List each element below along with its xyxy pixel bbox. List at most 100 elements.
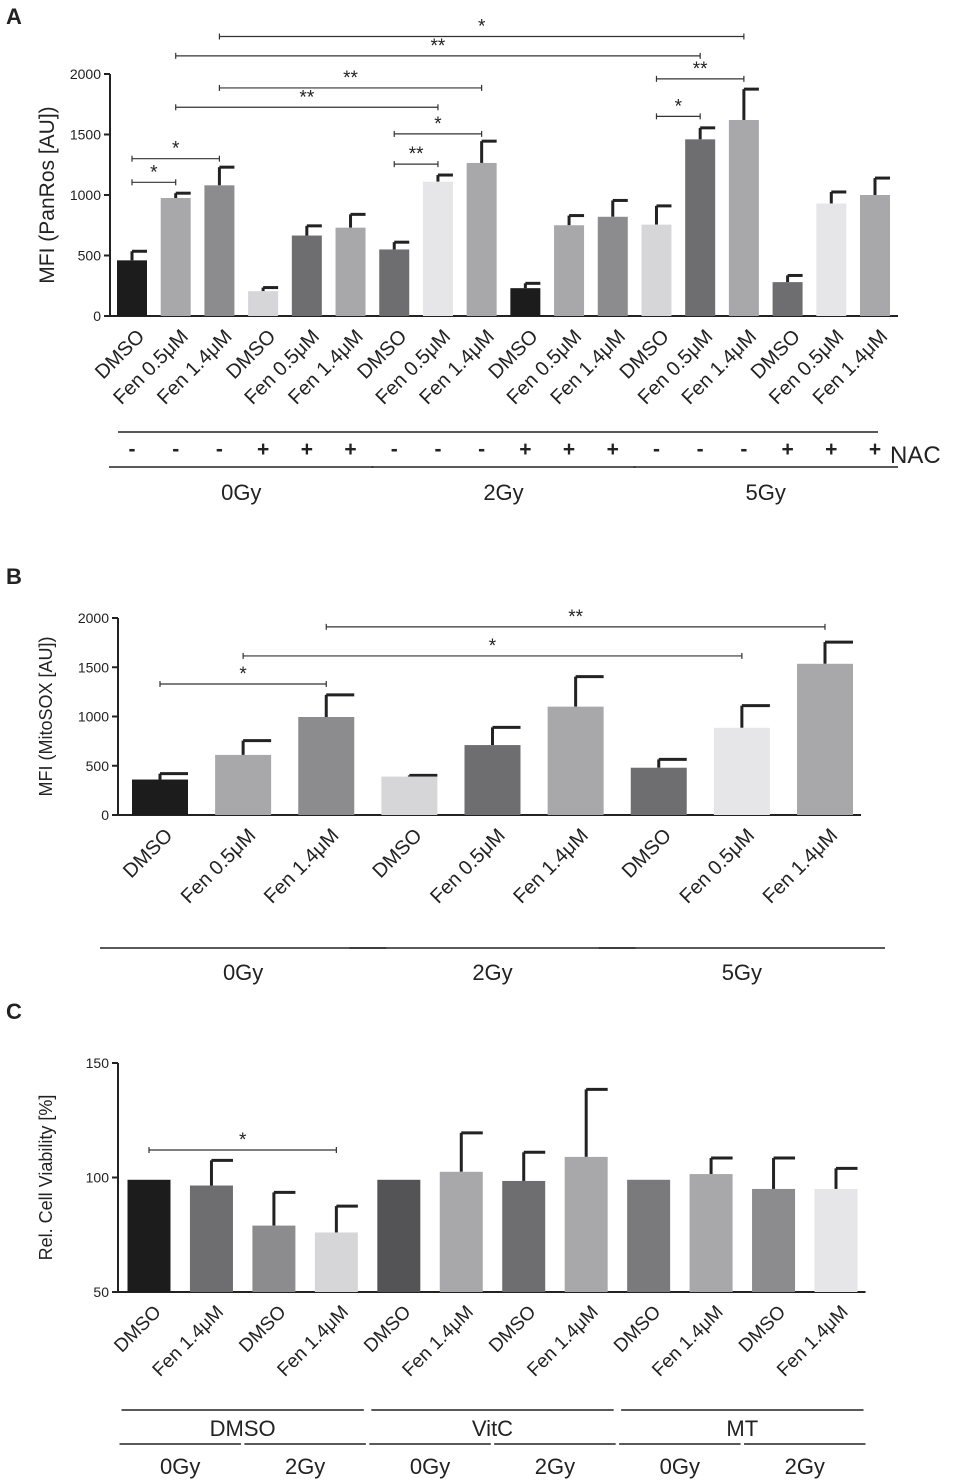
- significance-label: *: [172, 139, 180, 160]
- significance-label: *: [239, 1130, 247, 1151]
- subgroup-label: 2Gy: [285, 1454, 325, 1479]
- bar: [641, 224, 672, 316]
- bar: [502, 1180, 546, 1292]
- significance-label: **: [299, 87, 314, 108]
- bar: [689, 1174, 733, 1292]
- nac-sign: +: [344, 438, 356, 461]
- x-tick-label: Fen 1.4μM: [759, 825, 842, 908]
- bar: [627, 1179, 671, 1292]
- group-label: 0Gy: [221, 480, 261, 505]
- bar: [379, 249, 410, 316]
- significance-label: **: [431, 36, 446, 57]
- subgroup-label: 0Gy: [660, 1454, 700, 1479]
- bar: [189, 1185, 233, 1292]
- significance-label: *: [239, 664, 247, 685]
- nac-sign: -: [216, 438, 223, 461]
- y-tick-label: 1500: [70, 127, 101, 143]
- y-tick-label: 500: [78, 248, 102, 264]
- nac-sign: +: [519, 438, 531, 461]
- bar: [377, 1179, 421, 1292]
- x-tick-label: DMSO: [485, 1302, 540, 1357]
- bar: [132, 779, 188, 815]
- bar: [422, 181, 453, 316]
- y-axis-title: Rel. Cell Viability [%]: [36, 1095, 56, 1261]
- bar: [630, 767, 687, 815]
- nac-sign: -: [391, 438, 398, 461]
- nac-sign: +: [869, 438, 881, 461]
- group-label: 2Gy: [472, 960, 512, 985]
- nac-sign: -: [478, 438, 485, 461]
- panel-label-a: A: [6, 4, 22, 29]
- bar: [554, 225, 585, 316]
- bar: [713, 727, 770, 815]
- nac-sign: +: [781, 438, 793, 461]
- x-tick-label: DMSO: [119, 825, 177, 883]
- nac-sign: -: [172, 438, 179, 461]
- x-tick-label: Fen 1.4μM: [260, 825, 343, 908]
- bar: [816, 203, 847, 316]
- x-tick-label: Fen 0.5μM: [676, 825, 759, 908]
- x-tick-label: Fen 0.5μM: [177, 825, 260, 908]
- y-tick-label: 0: [93, 308, 101, 324]
- bar: [252, 1225, 296, 1292]
- significance-label: *: [434, 114, 442, 135]
- nac-sign: -: [434, 438, 441, 461]
- x-tick-label: DMSO: [610, 1302, 665, 1357]
- nac-sign: +: [257, 438, 269, 461]
- nac-sign: +: [825, 438, 837, 461]
- significance-label: *: [150, 162, 158, 183]
- bar: [160, 198, 191, 316]
- x-tick-label: DMSO: [735, 1302, 790, 1357]
- subgroup-label: 0Gy: [410, 1454, 450, 1479]
- bar: [314, 1232, 358, 1292]
- subgroup-label: 2Gy: [785, 1454, 825, 1479]
- nac-sign: +: [563, 438, 575, 461]
- bar: [439, 1171, 483, 1292]
- bar: [597, 216, 628, 316]
- x-tick-label: DMSO: [235, 1302, 290, 1357]
- bar: [335, 227, 366, 316]
- significance-label: *: [478, 16, 486, 37]
- nac-sign: -: [740, 438, 747, 461]
- group-label: VitC: [472, 1416, 513, 1441]
- bar: [860, 195, 890, 316]
- bar: [564, 1156, 608, 1292]
- bar: [728, 119, 759, 316]
- group-label: 5Gy: [746, 480, 786, 505]
- panel-label-c: C: [6, 999, 22, 1024]
- nac-sign: -: [653, 438, 660, 461]
- significance-label: *: [675, 96, 683, 117]
- bar: [204, 185, 235, 316]
- nac-sign: -: [129, 438, 136, 461]
- y-tick-label: 2000: [70, 66, 101, 82]
- bar: [291, 235, 322, 316]
- x-tick-label: Fen 1.4μM: [509, 825, 592, 908]
- y-axis-title: MFI (MitoSOX [AU]): [36, 636, 56, 796]
- group-label: DMSO: [210, 1416, 276, 1441]
- nac-sign: +: [607, 438, 619, 461]
- nac-sign: +: [301, 438, 313, 461]
- significance-label: **: [409, 144, 424, 165]
- bar: [381, 776, 438, 815]
- y-tick-label: 0: [101, 807, 109, 823]
- bar: [464, 745, 521, 815]
- significance-label: **: [343, 68, 358, 89]
- bar: [466, 162, 497, 316]
- group-label: 0Gy: [223, 960, 263, 985]
- panel-label-b: B: [6, 564, 22, 589]
- bar: [772, 282, 803, 316]
- y-tick-label: 500: [86, 758, 110, 774]
- significance-label: **: [568, 607, 583, 628]
- group-label: 5Gy: [722, 960, 762, 985]
- group-label: MT: [726, 1416, 758, 1441]
- y-tick-label: 100: [86, 1170, 110, 1186]
- y-tick-label: 1000: [78, 709, 109, 725]
- bar: [215, 754, 272, 815]
- bar: [510, 288, 541, 316]
- nac-label: NAC: [890, 442, 941, 469]
- x-tick-label: Fen 0.5μM: [426, 825, 509, 908]
- y-tick-label: 150: [86, 1055, 110, 1071]
